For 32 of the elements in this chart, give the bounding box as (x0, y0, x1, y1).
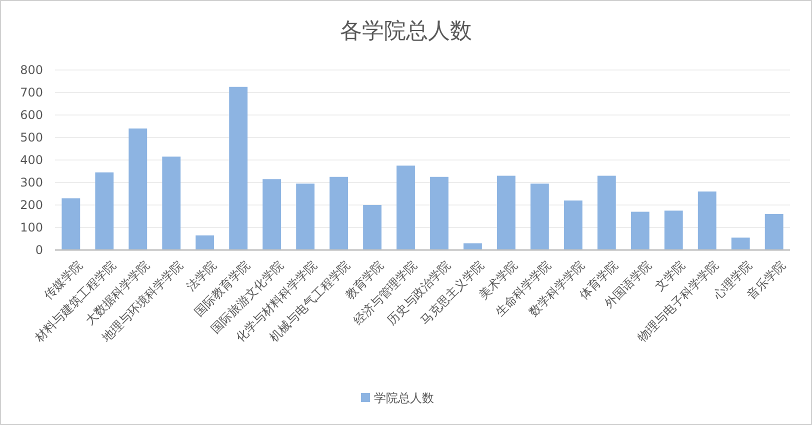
bar (564, 200, 582, 250)
bar (698, 192, 716, 250)
bar (296, 184, 315, 250)
bar (363, 205, 382, 250)
chart-title: 各学院总人数 (340, 19, 472, 44)
bar (731, 238, 750, 250)
bar (330, 176, 348, 250)
y-tick-label: 0 (35, 243, 43, 258)
bar (764, 214, 784, 250)
y-tick-label: 200 (20, 198, 43, 212)
bar (396, 166, 415, 250)
y-tick-label: 800 (20, 63, 43, 78)
bar (497, 176, 516, 250)
y-tick-label: 300 (20, 176, 43, 190)
bar (62, 198, 80, 250)
bar (630, 212, 650, 250)
bar (664, 210, 683, 250)
y-tick-label: 700 (20, 86, 43, 100)
bar (95, 172, 114, 250)
y-tick-label: 500 (20, 130, 43, 145)
y-tick-label: 600 (20, 108, 43, 122)
bar (597, 176, 616, 250)
y-tick-label: 100 (20, 220, 43, 235)
legend-label: 学院总人数 (374, 391, 434, 406)
bar (162, 156, 181, 250)
bar (128, 128, 148, 250)
bar (262, 179, 282, 250)
bar (430, 176, 448, 250)
bar (196, 235, 214, 250)
y-tick-label: 400 (20, 153, 43, 168)
bar (530, 184, 549, 250)
bar (229, 86, 248, 250)
